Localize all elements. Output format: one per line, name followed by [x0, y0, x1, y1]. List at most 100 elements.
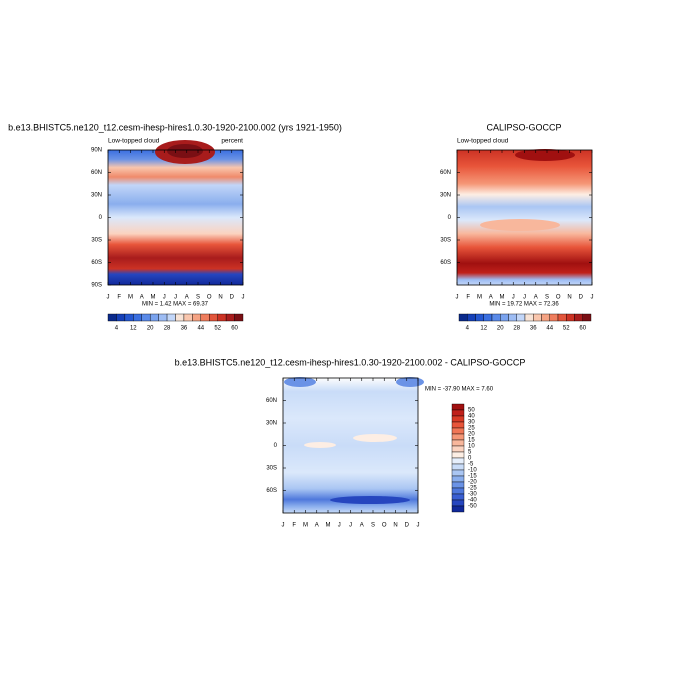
- colorbar-box: [451, 463, 465, 471]
- colorbar-box: [451, 469, 465, 477]
- colorbar-label: 20: [147, 326, 154, 332]
- colorbar-label: 28: [164, 326, 171, 332]
- x-tick-label: M: [500, 295, 505, 301]
- x-tick-label: J: [163, 295, 166, 301]
- colorbar-box: [158, 313, 168, 322]
- x-tick-label: A: [315, 523, 319, 529]
- x-tick-label: M: [303, 523, 308, 529]
- contour-blob: [330, 496, 410, 504]
- contour-blob: [167, 144, 203, 158]
- colorbar-label: 30: [468, 420, 475, 426]
- colorbar-box: [451, 499, 465, 507]
- y-tick-label: 60S: [440, 260, 451, 266]
- x-tick-label: A: [360, 523, 364, 529]
- y-tick-label: 60S: [266, 488, 277, 494]
- colorbar-label: -30: [468, 492, 477, 498]
- colorbar-box: [557, 313, 567, 322]
- colorbar-label: -10: [468, 468, 477, 474]
- y-tick-label: 60S: [91, 260, 102, 266]
- colorbar-box: [451, 493, 465, 501]
- y-tick-label: 60N: [440, 170, 451, 176]
- contour-blob: [480, 219, 560, 231]
- y-tick-label: 30N: [440, 193, 451, 199]
- stats-label: MIN = 19.72 MAX = 72.36: [489, 302, 559, 308]
- colorbar-box: [124, 313, 134, 322]
- colorbar-box: [467, 313, 476, 322]
- y-tick-label: 30S: [91, 238, 102, 244]
- colorbar-box: [451, 415, 465, 423]
- x-tick-label: J: [523, 295, 526, 301]
- colorbar-label: 12: [480, 326, 487, 332]
- colorbar-box: [451, 457, 465, 465]
- colorbar-box: [451, 409, 465, 417]
- x-tick-label: J: [174, 295, 177, 301]
- x-tick-label: J: [417, 523, 420, 529]
- colorbar-label: 44: [546, 326, 553, 332]
- x-tick-label: O: [382, 523, 387, 529]
- colorbar-box: [141, 313, 151, 322]
- colorbar-box: [183, 313, 193, 322]
- colorbar-label: 60: [231, 326, 238, 332]
- colorbar-box: [500, 313, 509, 322]
- colorbar-box: [451, 433, 465, 441]
- unit-label: percent: [221, 138, 243, 145]
- contour-field: [283, 378, 418, 513]
- colorbar-label: 20: [497, 326, 504, 332]
- y-tick-label: 0: [274, 443, 278, 449]
- x-tick-label: O: [556, 295, 561, 301]
- colorbar-box: [458, 313, 468, 322]
- x-tick-label: S: [196, 295, 200, 301]
- colorbar-box: [234, 313, 244, 322]
- x-tick-label: D: [579, 295, 584, 301]
- colorbar-label: -25: [468, 486, 477, 492]
- colorbar-box: [508, 313, 517, 322]
- colorbar-label: 0: [468, 456, 472, 462]
- colorbar-label: 4: [115, 326, 119, 332]
- colorbar-box: [451, 421, 465, 429]
- contour-blob: [304, 442, 336, 448]
- colorbar-box: [541, 313, 550, 322]
- x-tick-label: J: [591, 295, 594, 301]
- colorbar-label: 44: [197, 326, 204, 332]
- colorbar-box: [574, 313, 583, 322]
- colorbar-box: [192, 313, 202, 322]
- colorbar-box: [166, 313, 176, 322]
- colorbar-label: 52: [214, 326, 221, 332]
- colorbar-box: [516, 313, 526, 322]
- colorbar-box: [209, 313, 218, 322]
- stats-label: MIN = 1.42 MAX = 69.37: [142, 302, 209, 308]
- panel-diff: b.e13.BHISTC5.ne120_t12.cesm-ihesp-hires…: [175, 357, 525, 514]
- variable-label: Low-topped cloud: [108, 138, 160, 145]
- y-tick-label: 0: [448, 215, 452, 221]
- x-tick-label: M: [326, 523, 331, 529]
- x-tick-label: J: [338, 523, 341, 529]
- contour-blob: [515, 149, 575, 161]
- y-tick-label: 60N: [91, 170, 102, 176]
- x-tick-label: S: [371, 523, 375, 529]
- x-tick-label: M: [477, 295, 482, 301]
- colorbar-label: 4: [466, 326, 470, 332]
- y-tick-label: 30N: [91, 193, 102, 199]
- colorbar-label: -50: [468, 504, 477, 510]
- panel-title: b.e13.BHISTC5.ne120_t12.cesm-ihesp-hires…: [8, 122, 342, 132]
- colorbar-box: [116, 313, 126, 322]
- y-tick-label: 90S: [91, 283, 102, 289]
- panel-model: b.e13.BHISTC5.ne120_t12.cesm-ihesp-hires…: [8, 122, 342, 307]
- colorbar-box: [451, 445, 465, 453]
- colorbar-box: [225, 313, 235, 322]
- colorbar-box: [451, 403, 465, 411]
- y-tick-label: 90N: [91, 148, 102, 154]
- x-tick-label: A: [140, 295, 144, 301]
- colorbar-box: [451, 475, 465, 483]
- x-tick-label: M: [128, 295, 133, 301]
- colorbar-box: [475, 313, 484, 322]
- x-tick-label: J: [242, 295, 245, 301]
- colorbar-label: 50: [468, 408, 475, 414]
- colorbar-label: -15: [468, 474, 477, 480]
- x-tick-label: D: [230, 295, 235, 301]
- contour-blob: [284, 377, 316, 387]
- colorbar-box: [107, 313, 117, 322]
- x-tick-label: M: [151, 295, 156, 301]
- x-tick-label: A: [185, 295, 189, 301]
